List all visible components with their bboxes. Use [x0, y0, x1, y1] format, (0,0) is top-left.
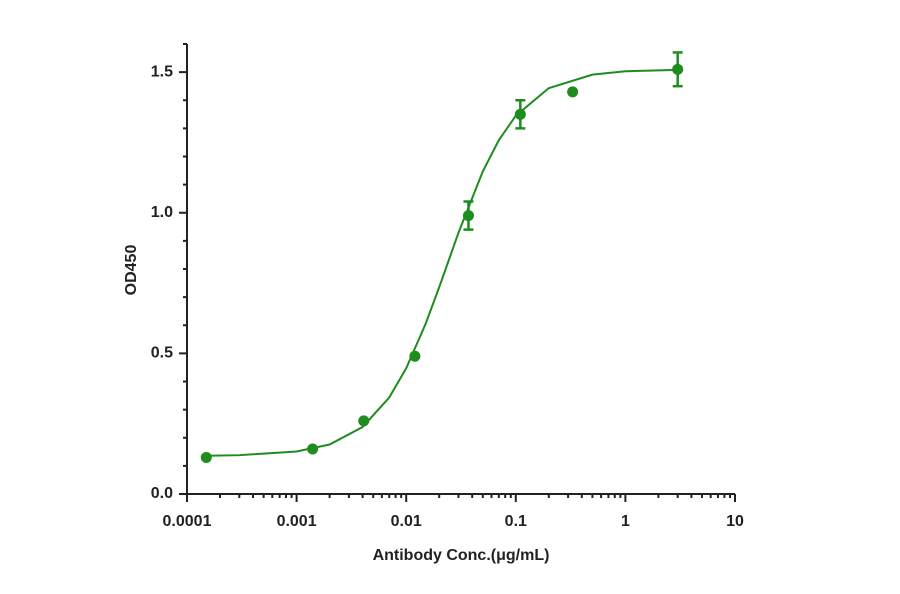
- data-point: [200, 451, 212, 463]
- x-tick-label: 0.1: [505, 513, 527, 530]
- data-point: [358, 415, 370, 427]
- x-tick-label: 0.0001: [163, 513, 212, 530]
- y-axis-title: OD450: [123, 245, 140, 296]
- data-point: [307, 443, 319, 455]
- x-axis-title: Antibody Conc.(μg/mL): [373, 547, 550, 564]
- y-tick-label: 0.0: [151, 485, 173, 502]
- y-tick-label: 1.0: [151, 204, 173, 221]
- y-tick-label: 0.5: [151, 345, 173, 362]
- x-tick-label: 0.01: [391, 513, 422, 530]
- y-tick-label: 1.5: [151, 63, 173, 80]
- fit-curve: [206, 68, 678, 457]
- x-tick-label: 1: [621, 513, 630, 530]
- x-tick-label: 10: [726, 513, 744, 530]
- data-point: [672, 63, 684, 75]
- data-point: [567, 86, 579, 98]
- data-point: [409, 350, 421, 362]
- data-point: [462, 210, 474, 222]
- x-tick-label: 0.001: [277, 513, 317, 530]
- data-point: [514, 108, 526, 120]
